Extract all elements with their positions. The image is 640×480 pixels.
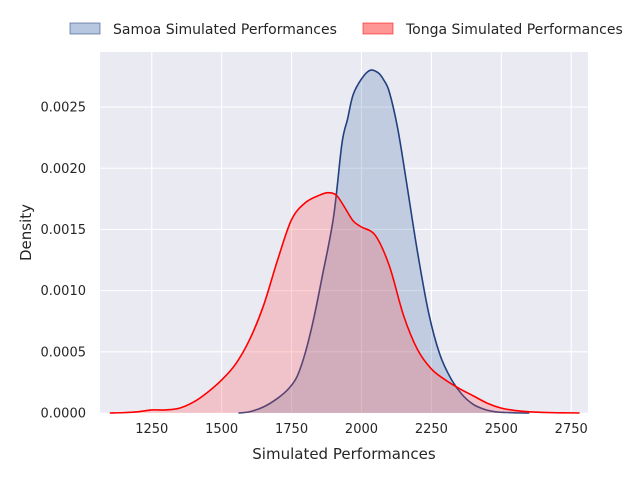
density-series [109, 69, 580, 414]
x-axis-label: Simulated Performances [252, 445, 436, 463]
y-tick-label: 0.0020 [41, 162, 87, 177]
y-axis-label: Density [17, 204, 35, 261]
tonga-legend-swatch [362, 22, 394, 35]
plot-background [100, 52, 588, 413]
x-tick-label: 1250 [135, 422, 168, 437]
x-tick-label: 1750 [275, 422, 308, 437]
x-gridlines [151, 52, 572, 413]
y-tick-label: 0.0010 [41, 284, 87, 299]
legend: Samoa Simulated Performances Tonga Simula… [69, 22, 623, 38]
y-tick-label: 0.0000 [41, 407, 87, 422]
y-tick-label: 0.0025 [41, 101, 87, 116]
x-tick-label: 2250 [415, 422, 448, 437]
tonga-legend-label: Tonga Simulated Performances [405, 22, 623, 38]
x-tick-label: 2000 [345, 422, 378, 437]
x-tick-label: 2750 [555, 422, 588, 437]
samoa-density-line [238, 69, 530, 414]
y-gridlines [100, 106, 588, 414]
x-tick-label: 2500 [485, 422, 518, 437]
x-tick-label: 1500 [205, 422, 238, 437]
samoa-legend-swatch [69, 22, 101, 35]
x-axis-ticks: 1250 1500 1750 2000 2250 2500 2750 [135, 422, 588, 437]
tonga-density-area [109, 192, 580, 413]
y-axis-ticks: 0.0000 0.0005 0.0010 0.0015 0.0020 0.0025 [41, 101, 87, 422]
y-tick-label: 0.0005 [41, 345, 87, 360]
samoa-legend-label: Samoa Simulated Performances [113, 22, 337, 38]
tonga-density-line [109, 191, 580, 414]
y-tick-label: 0.0015 [41, 223, 87, 238]
samoa-density-area [238, 70, 530, 413]
